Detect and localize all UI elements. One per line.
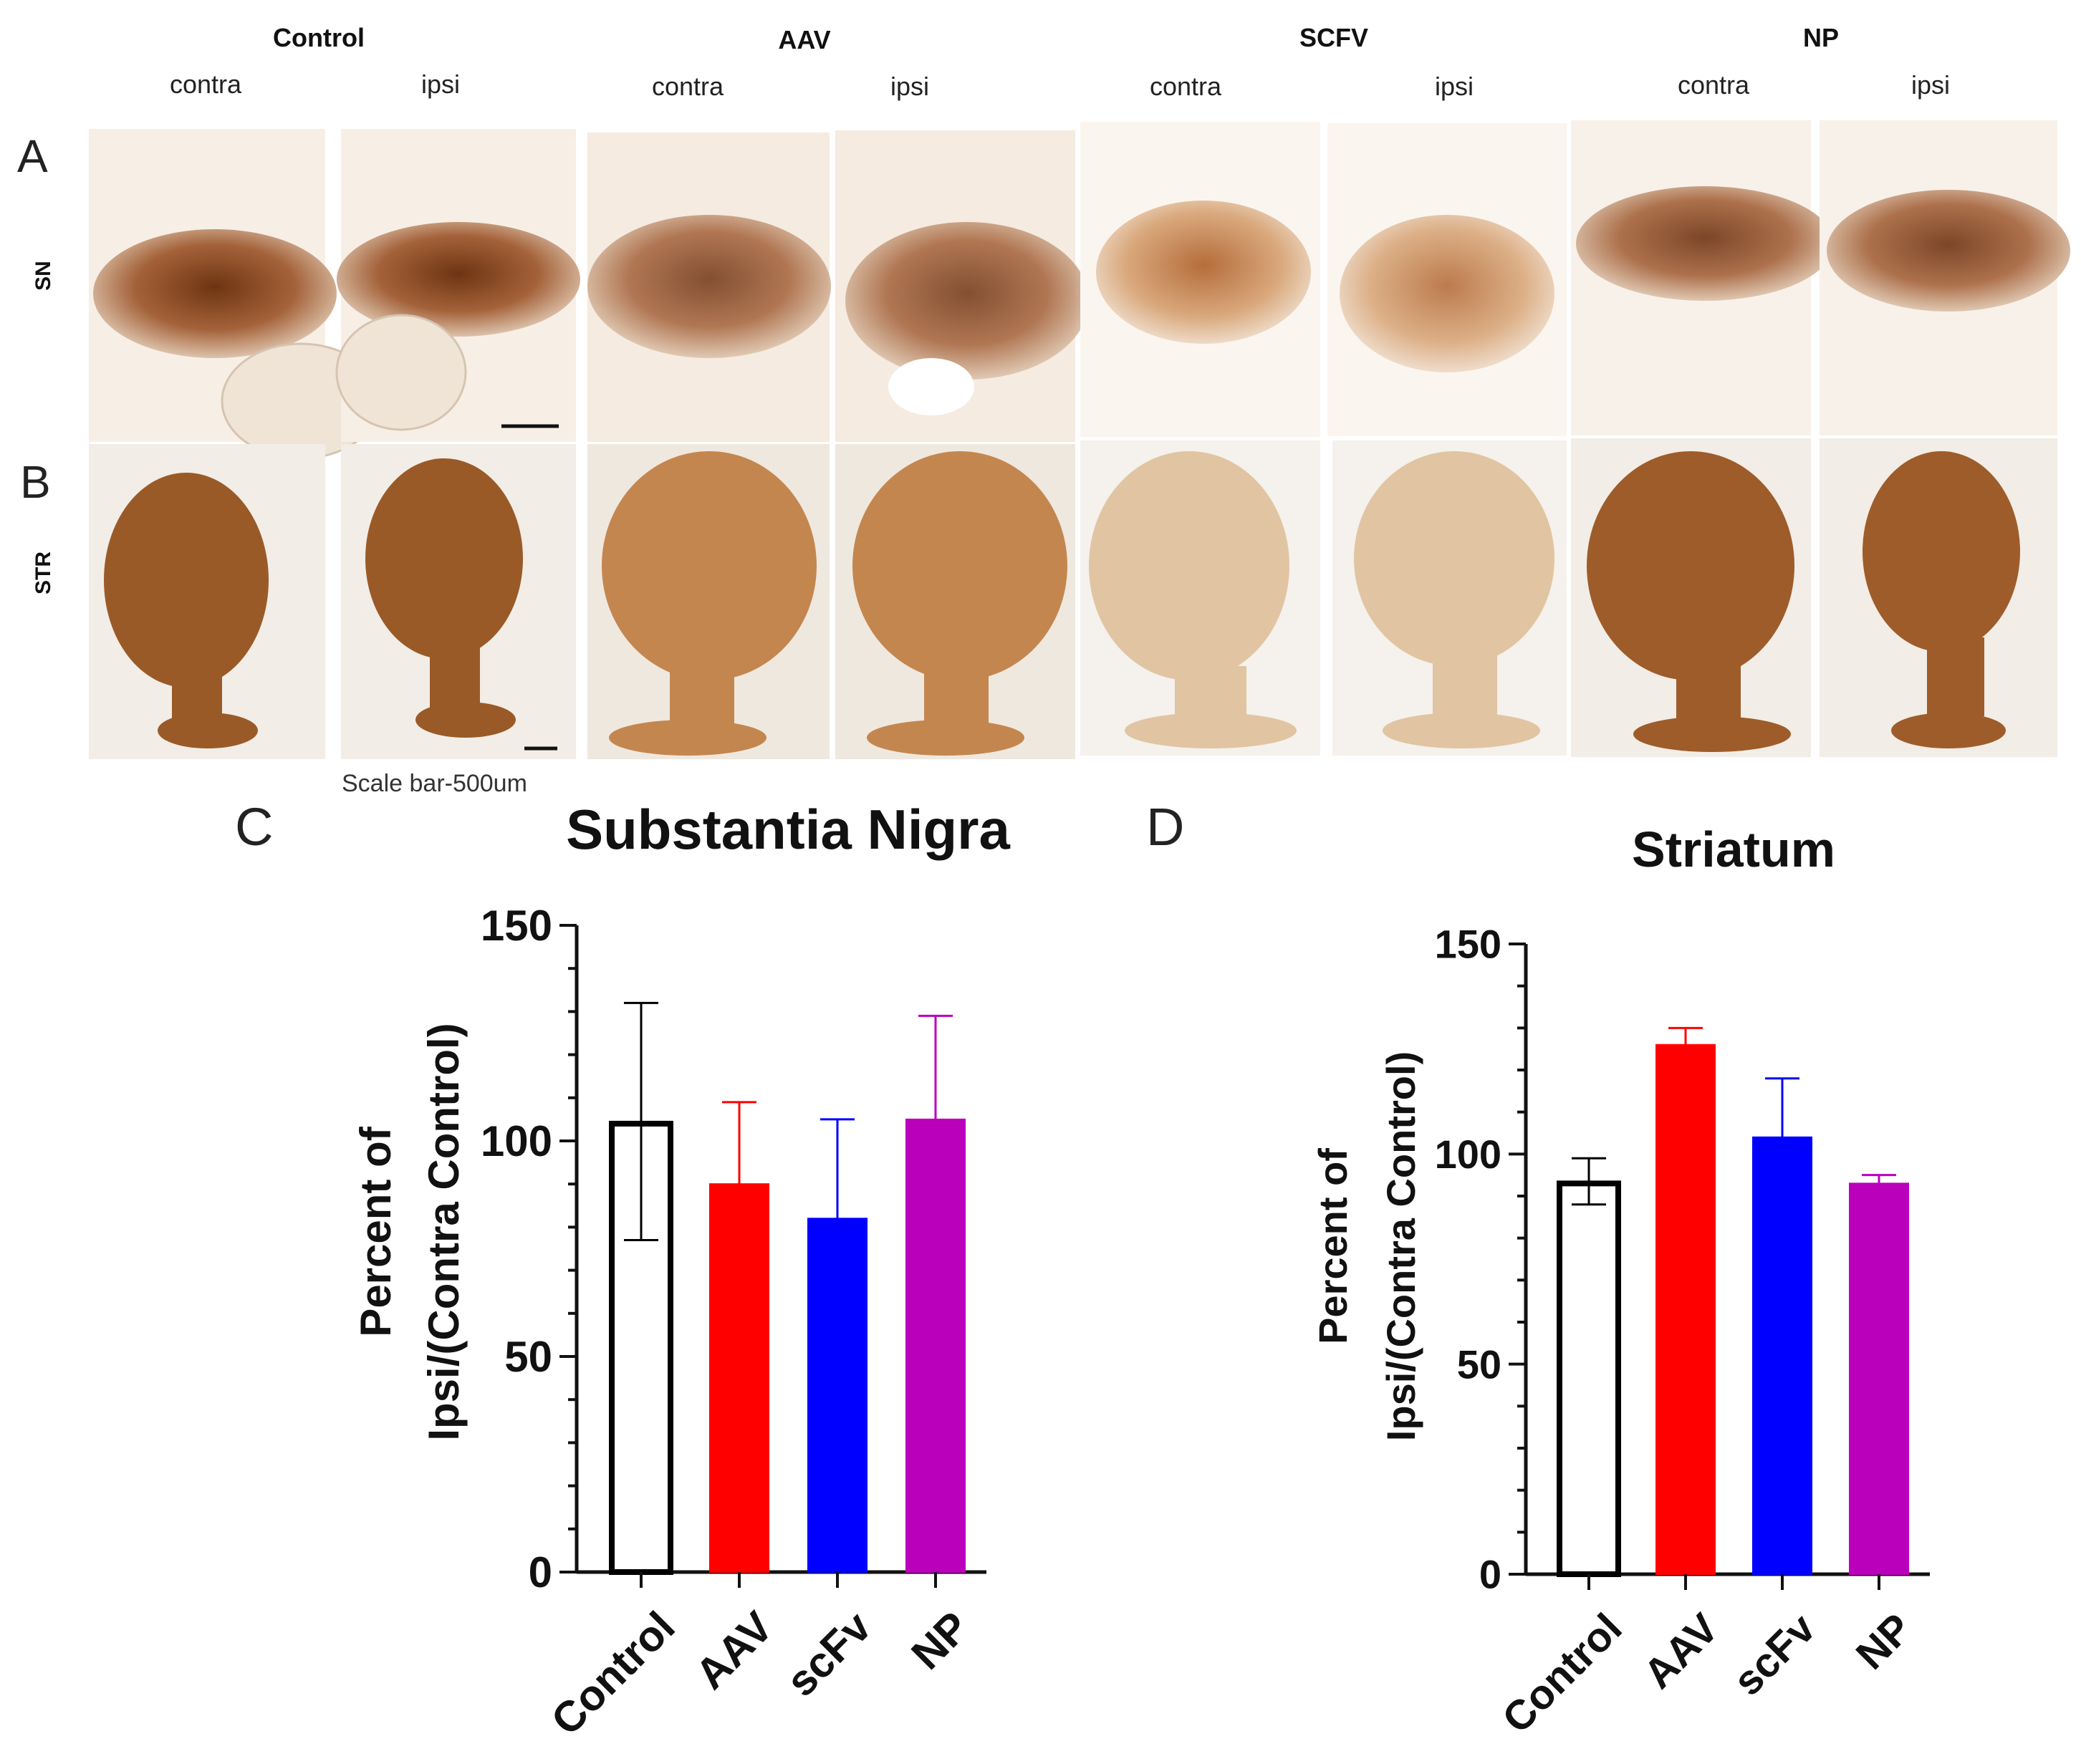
sn-micrograph-aav-ipsi bbox=[835, 130, 1089, 442]
chart-substantia-nigra: Substantia Nigra Percent of Ipsi/(Contra… bbox=[352, 798, 1011, 1745]
chart-striatum: Striatum Percent of Ipsi/(Contra Control… bbox=[1310, 821, 1930, 1742]
x-category-label: NP bbox=[902, 1602, 978, 1678]
x-category-label: Control bbox=[1494, 1605, 1631, 1743]
y-axis-label-line2: Ipsi/(Contra Control) bbox=[420, 1023, 468, 1440]
sn-micrograph-control-ipsi bbox=[335, 129, 580, 442]
y-tick-label: 50 bbox=[504, 1333, 552, 1381]
row-label-sn: SN bbox=[32, 261, 55, 291]
panel-letter-b: B bbox=[20, 456, 51, 508]
sn-micrograph-np-contra bbox=[1571, 120, 1834, 435]
sn-micrograph-aav-contra bbox=[587, 132, 831, 442]
str-micrograph-aav-ipsi bbox=[835, 444, 1075, 759]
panel-letter-a: A bbox=[17, 130, 48, 182]
str-micrograph-control-ipsi bbox=[341, 444, 576, 759]
y-tick-label: 0 bbox=[529, 1548, 552, 1596]
sn-micrograph-control-contra bbox=[89, 129, 381, 460]
x-category-label: NP bbox=[1847, 1605, 1921, 1679]
sn-micrograph-scfv-contra bbox=[1080, 122, 1320, 437]
y-tick-label: 50 bbox=[1457, 1341, 1501, 1387]
x-category-label: AAV bbox=[686, 1602, 782, 1698]
side-label-aav-contra: contra bbox=[652, 72, 724, 101]
str-micrograph-scfv-ipsi bbox=[1332, 440, 1567, 756]
y-tick-label: 100 bbox=[1435, 1132, 1501, 1177]
row-label-str: STR bbox=[32, 551, 55, 594]
bar-aav bbox=[1655, 1044, 1716, 1576]
str-micrograph-scfv-contra bbox=[1080, 440, 1320, 756]
x-category-label: AAV bbox=[1635, 1604, 1728, 1697]
group-title-np: NP bbox=[1803, 23, 1839, 52]
y-tick-label: 100 bbox=[481, 1117, 552, 1165]
bar-np bbox=[1849, 1182, 1909, 1575]
sn-micrograph-scfv-ipsi bbox=[1327, 123, 1567, 436]
bar-control bbox=[1557, 1180, 1621, 1577]
group-title-scfv: SCFV bbox=[1299, 23, 1368, 52]
bar-aav bbox=[709, 1183, 769, 1573]
side-label-scfv-ipsi: ipsi bbox=[1435, 72, 1474, 101]
chart-title: Striatum bbox=[1632, 821, 1835, 877]
chart-title: Substantia Nigra bbox=[566, 798, 1010, 861]
side-label-control-ipsi: ipsi bbox=[421, 69, 460, 99]
y-tick-label: 0 bbox=[1479, 1552, 1501, 1597]
x-category-label: scFv bbox=[1724, 1605, 1824, 1705]
y-tick-label: 150 bbox=[1435, 922, 1501, 967]
y-axis-label-line2: Ipsi/(Contra Control) bbox=[1378, 1051, 1423, 1441]
sn-micrograph-np-ipsi bbox=[1820, 120, 2070, 435]
y-axis-label-line1: Percent of bbox=[1310, 1148, 1355, 1344]
str-micrograph-np-contra bbox=[1571, 438, 1811, 757]
side-label-scfv-contra: contra bbox=[1150, 72, 1222, 101]
panel-letter-d: D bbox=[1146, 797, 1184, 857]
str-micrograph-control-contra bbox=[89, 444, 325, 759]
scale-bar-caption: Scale bar-500um bbox=[342, 770, 527, 797]
y-axis-label-line1: Percent of bbox=[352, 1126, 400, 1336]
side-label-control-contra: contra bbox=[170, 69, 242, 99]
group-title-control: Control bbox=[273, 23, 365, 52]
bar-np bbox=[905, 1118, 966, 1573]
bar-scfv bbox=[1752, 1136, 1812, 1576]
x-category-label: scFv bbox=[777, 1602, 881, 1706]
side-label-np-ipsi: ipsi bbox=[1911, 70, 1950, 100]
str-micrograph-np-ipsi bbox=[1820, 438, 2057, 757]
panel-letter-c: C bbox=[235, 797, 273, 857]
side-label-aav-ipsi: ipsi bbox=[890, 72, 929, 101]
side-label-np-contra: contra bbox=[1678, 70, 1750, 100]
group-title-aav: AAV bbox=[778, 25, 830, 54]
str-micrograph-aav-contra bbox=[587, 444, 830, 759]
x-category-label: Control bbox=[542, 1602, 684, 1744]
y-tick-label: 150 bbox=[481, 902, 552, 950]
bar-scfv bbox=[807, 1218, 868, 1573]
